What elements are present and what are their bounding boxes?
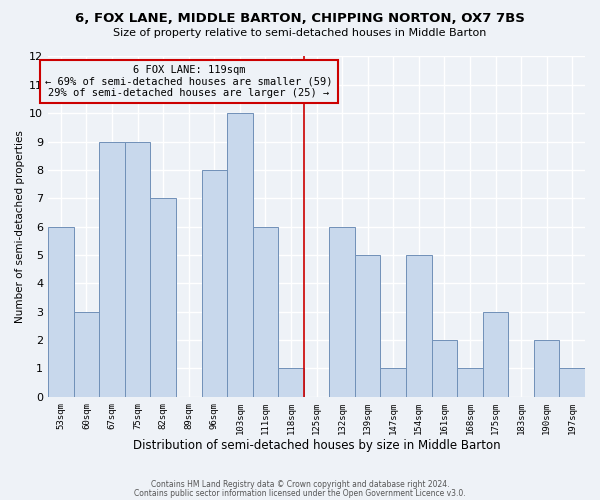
Bar	[48, 226, 74, 397]
Bar	[534, 340, 559, 397]
Text: 6, FOX LANE, MIDDLE BARTON, CHIPPING NORTON, OX7 7BS: 6, FOX LANE, MIDDLE BARTON, CHIPPING NOR…	[75, 12, 525, 26]
Y-axis label: Number of semi-detached properties: Number of semi-detached properties	[15, 130, 25, 323]
Bar	[202, 170, 227, 397]
Bar	[74, 312, 99, 397]
Bar	[278, 368, 304, 397]
Bar	[483, 312, 508, 397]
Bar	[125, 142, 151, 397]
X-axis label: Distribution of semi-detached houses by size in Middle Barton: Distribution of semi-detached houses by …	[133, 440, 500, 452]
Bar	[380, 368, 406, 397]
Bar	[431, 340, 457, 397]
Bar	[253, 226, 278, 397]
Bar	[559, 368, 585, 397]
Text: 6 FOX LANE: 119sqm
← 69% of semi-detached houses are smaller (59)
29% of semi-de: 6 FOX LANE: 119sqm ← 69% of semi-detache…	[45, 65, 332, 98]
Bar	[99, 142, 125, 397]
Bar	[355, 255, 380, 397]
Bar	[457, 368, 483, 397]
Text: Size of property relative to semi-detached houses in Middle Barton: Size of property relative to semi-detach…	[113, 28, 487, 38]
Bar	[406, 255, 431, 397]
Bar	[329, 226, 355, 397]
Bar	[227, 113, 253, 397]
Text: Contains public sector information licensed under the Open Government Licence v3: Contains public sector information licen…	[134, 488, 466, 498]
Bar	[151, 198, 176, 397]
Text: Contains HM Land Registry data © Crown copyright and database right 2024.: Contains HM Land Registry data © Crown c…	[151, 480, 449, 489]
